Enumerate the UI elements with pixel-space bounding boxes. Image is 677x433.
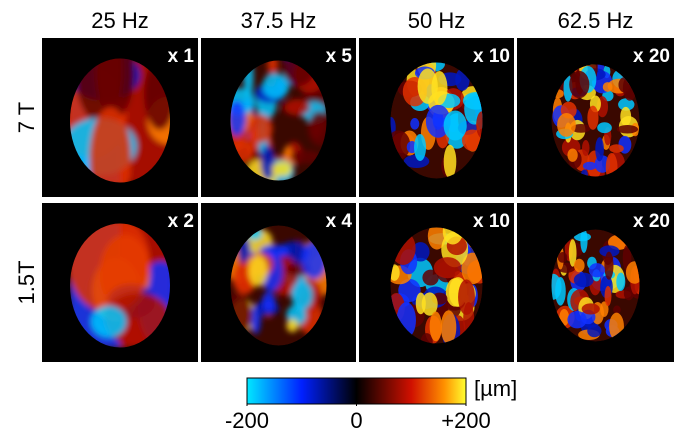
colorbar — [247, 378, 466, 404]
figure: 25 Hz 37.5 Hz 50 Hz 62.5 Hz 7 T x 1 x 5 x 10 x 2… — [0, 0, 677, 433]
blob — [583, 162, 597, 170]
row-label: 7 T — [14, 102, 39, 133]
blob — [567, 311, 586, 328]
blob — [249, 255, 268, 287]
blob — [444, 110, 467, 140]
scale-factor: x 1 — [168, 46, 195, 67]
blob — [261, 145, 275, 180]
blob — [609, 144, 624, 153]
scale-factor: x 20 — [633, 46, 670, 67]
blob — [291, 281, 313, 310]
scale-factor: x 20 — [633, 211, 670, 232]
blob — [582, 140, 590, 156]
blob — [441, 310, 457, 344]
blob — [605, 286, 612, 306]
colorbar-tick-label: +200 — [441, 408, 491, 433]
blob — [555, 277, 566, 306]
scale-factor: x 5 — [326, 46, 353, 67]
column-header: 62.5 Hz — [558, 8, 634, 33]
colorbar-unit: [µm] — [474, 376, 517, 401]
blob — [589, 263, 605, 277]
blob — [604, 252, 613, 280]
scale-factor: x 10 — [473, 46, 510, 67]
scale-factor: x 2 — [168, 211, 194, 232]
scale-factor: x 4 — [326, 211, 353, 232]
blob — [416, 293, 426, 315]
blob — [587, 106, 598, 130]
blob — [620, 107, 631, 126]
column-header: 25 Hz — [91, 8, 148, 33]
blob — [597, 122, 612, 133]
blob — [272, 162, 292, 177]
column-header: 37.5 Hz — [241, 8, 317, 33]
colorbar-tick-label: -200 — [225, 408, 269, 433]
scale-factor: x 10 — [473, 211, 510, 232]
blob — [247, 114, 273, 143]
blob — [431, 71, 447, 105]
blob — [434, 257, 462, 278]
blob — [617, 125, 638, 134]
blob — [444, 145, 457, 179]
blob — [286, 319, 298, 332]
row-label: 1.5T — [14, 260, 39, 304]
blob — [262, 292, 276, 312]
column-header: 50 Hz — [408, 8, 465, 33]
blob — [574, 273, 594, 288]
blob — [430, 312, 442, 342]
blob — [458, 279, 475, 315]
blob — [587, 324, 601, 337]
blob — [91, 306, 127, 338]
blob — [595, 137, 604, 161]
blob — [616, 273, 625, 291]
blob — [603, 82, 613, 92]
blob — [574, 259, 585, 272]
blob — [557, 113, 576, 137]
blob — [567, 148, 577, 161]
blob — [582, 303, 600, 314]
colorbar-tick-label: 0 — [350, 408, 362, 433]
blob — [569, 71, 589, 98]
blob — [414, 134, 426, 161]
blob — [410, 118, 419, 130]
blob — [285, 99, 310, 116]
